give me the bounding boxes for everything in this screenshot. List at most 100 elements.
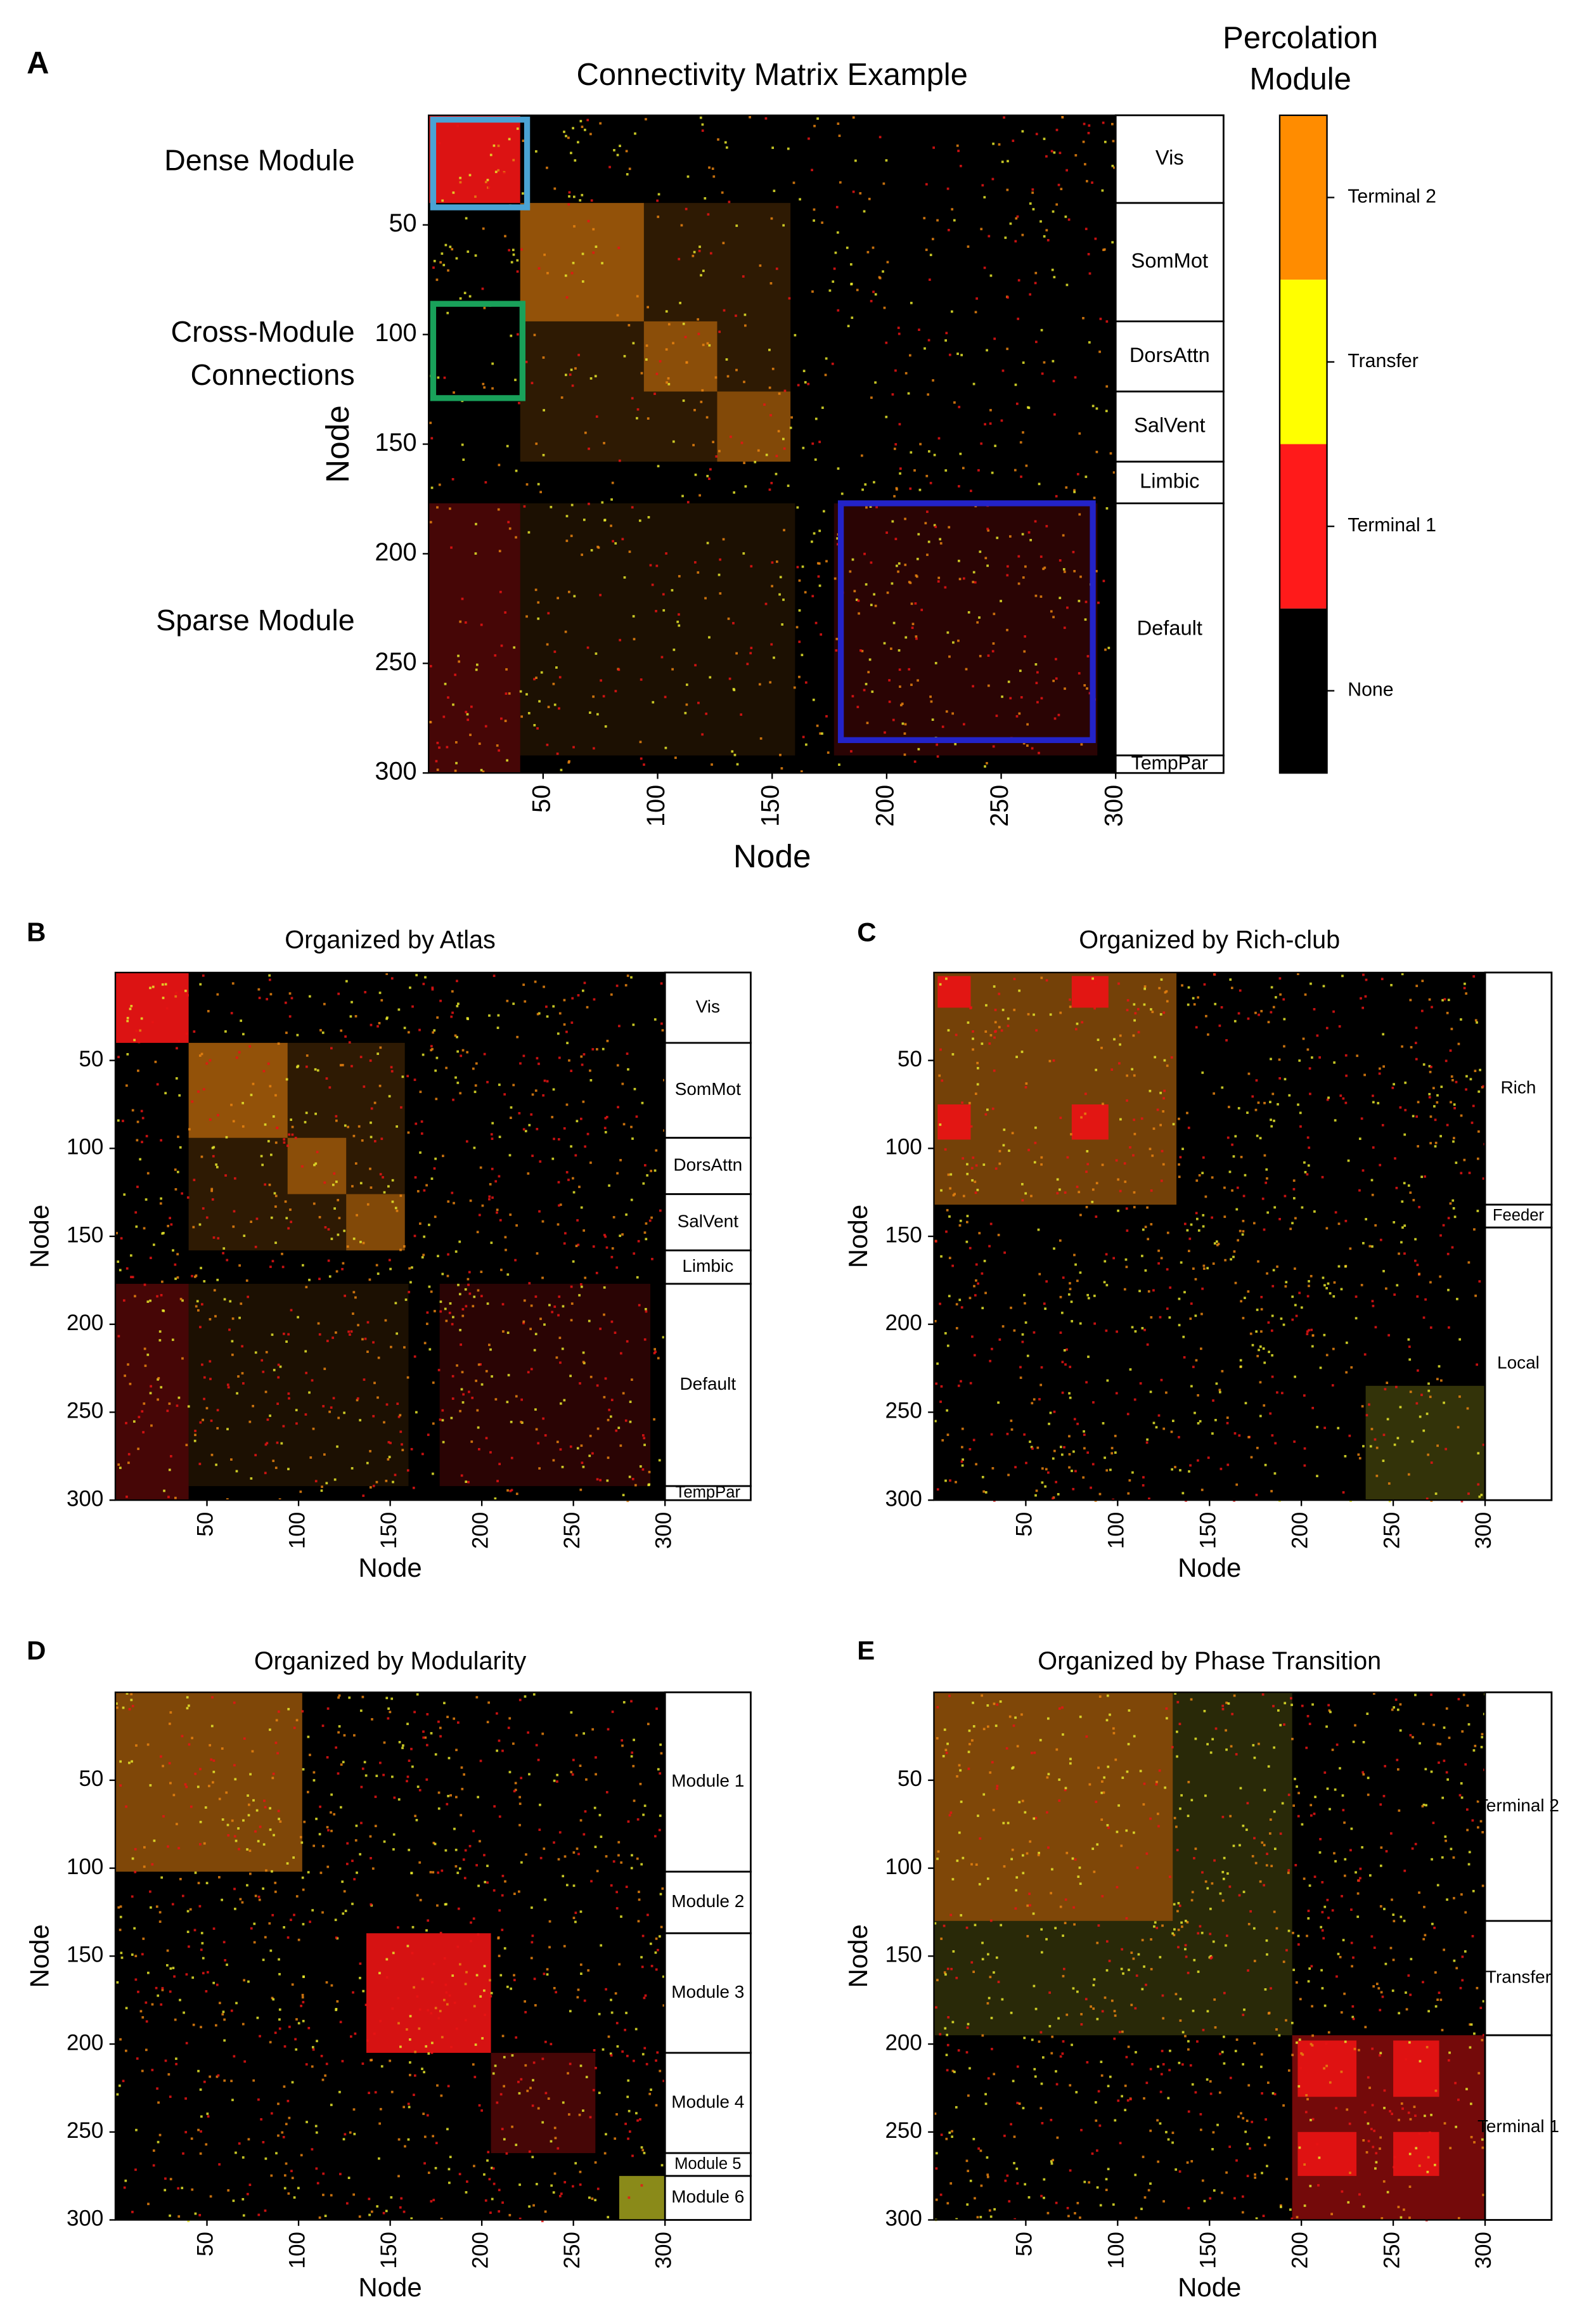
matrix-texture <box>389 1711 392 1714</box>
matrix-texture <box>944 1479 947 1482</box>
matrix-texture <box>874 293 877 296</box>
matrix-texture <box>437 1807 441 1810</box>
matrix-texture <box>1052 1059 1055 1062</box>
matrix-texture <box>477 1884 480 1887</box>
matrix-texture <box>1102 121 1105 124</box>
matrix-texture <box>1028 1892 1031 1895</box>
matrix-texture <box>315 1818 318 1820</box>
matrix-texture <box>952 1194 955 1197</box>
matrix-texture <box>1131 2062 1134 2066</box>
matrix-texture <box>174 1188 177 1191</box>
matrix-texture <box>1195 1359 1198 1362</box>
matrix-texture <box>1269 1101 1271 1104</box>
matrix-texture <box>936 1979 939 1982</box>
matrix-texture <box>1033 1398 1036 1401</box>
matrix-texture <box>230 2009 233 2012</box>
matrix-texture <box>1291 1222 1294 1225</box>
matrix-texture <box>937 437 941 440</box>
matrix-texture <box>508 692 511 695</box>
matrix-texture <box>1080 1116 1083 1119</box>
matrix-texture <box>1059 597 1062 599</box>
matrix-texture <box>588 1454 591 1458</box>
matrix-texture <box>613 149 615 152</box>
matrix-texture <box>1065 2013 1069 2016</box>
matrix-texture <box>949 2182 953 2185</box>
matrix-texture <box>1183 1222 1187 1226</box>
matrix-texture <box>541 1276 544 1279</box>
matrix-texture <box>522 1320 525 1323</box>
matrix-texture <box>1021 130 1024 133</box>
panel-title: Organized by Rich-club <box>1079 926 1340 954</box>
matrix-texture <box>287 2192 290 2195</box>
matrix-texture <box>678 613 680 616</box>
matrix-texture <box>161 1280 164 1283</box>
matrix-texture <box>200 1155 203 1158</box>
matrix-texture <box>878 276 882 280</box>
matrix-texture <box>986 2156 989 2159</box>
matrix-texture <box>563 1242 566 1245</box>
matrix-texture <box>697 318 700 321</box>
matrix-texture <box>135 2128 138 2132</box>
matrix-texture <box>465 1305 468 1308</box>
matrix-texture <box>1058 1188 1061 1191</box>
matrix-texture <box>801 654 804 656</box>
matrix-texture <box>453 1717 456 1720</box>
matrix-texture <box>194 1773 197 1775</box>
matrix-texture <box>1309 2185 1312 2187</box>
matrix-texture <box>1453 1959 1456 1962</box>
matrix-texture <box>211 1198 214 1201</box>
matrix-texture <box>1261 2171 1263 2175</box>
matrix-texture <box>308 1391 311 1394</box>
matrix-texture <box>439 1310 442 1313</box>
matrix-texture <box>571 384 574 387</box>
matrix-texture <box>354 1162 357 1165</box>
matrix-texture <box>969 1447 972 1451</box>
matrix-texture <box>591 1728 595 1731</box>
matrix-texture <box>1065 1348 1068 1351</box>
matrix-texture <box>427 2171 430 2174</box>
matrix-texture <box>647 1723 650 1726</box>
matrix-texture <box>491 362 494 365</box>
matrix-texture <box>1358 2048 1360 2052</box>
matrix-texture <box>390 2196 393 2199</box>
matrix-texture <box>459 181 462 184</box>
matrix-texture <box>1195 1179 1199 1182</box>
matrix-texture <box>350 1330 353 1333</box>
matrix-texture <box>1125 1829 1128 1832</box>
matrix-texture <box>1247 1435 1251 1439</box>
matrix-texture <box>1143 987 1147 990</box>
matrix-texture <box>1363 1353 1367 1356</box>
matrix-texture <box>532 1693 536 1696</box>
matrix-texture <box>1178 2061 1181 2064</box>
matrix-texture <box>1408 2185 1412 2188</box>
matrix-texture <box>581 126 584 128</box>
matrix-texture <box>425 2045 428 2048</box>
matrix-texture <box>558 1012 562 1015</box>
matrix-texture <box>218 1876 221 1879</box>
matrix-texture <box>253 1922 256 1925</box>
matrix-texture <box>441 1869 444 1872</box>
matrix-texture <box>1143 1328 1146 1331</box>
matrix-texture <box>138 1416 141 1418</box>
matrix-texture <box>650 1965 653 1967</box>
matrix-texture <box>366 1350 369 1353</box>
matrix-texture <box>1403 1869 1406 1872</box>
matrix-texture <box>585 1778 588 1781</box>
matrix-texture <box>1310 1328 1313 1331</box>
matrix-texture <box>1053 276 1056 278</box>
matrix-texture <box>653 1169 657 1172</box>
matrix-texture <box>1162 1110 1165 1113</box>
matrix-texture <box>782 598 785 601</box>
matrix-texture <box>1110 1068 1114 1071</box>
matrix-texture <box>1139 1769 1142 1773</box>
matrix-texture <box>1457 1426 1460 1429</box>
matrix-texture <box>1053 1410 1056 1413</box>
matrix-texture <box>653 1418 655 1421</box>
matrix-texture <box>1310 2043 1313 2045</box>
matrix-texture <box>369 1486 372 1489</box>
matrix-texture <box>599 122 602 125</box>
matrix-texture <box>1073 1253 1076 1257</box>
matrix-texture <box>160 1876 164 1879</box>
matrix-texture <box>559 1203 562 1207</box>
matrix-texture <box>1351 2015 1355 2019</box>
